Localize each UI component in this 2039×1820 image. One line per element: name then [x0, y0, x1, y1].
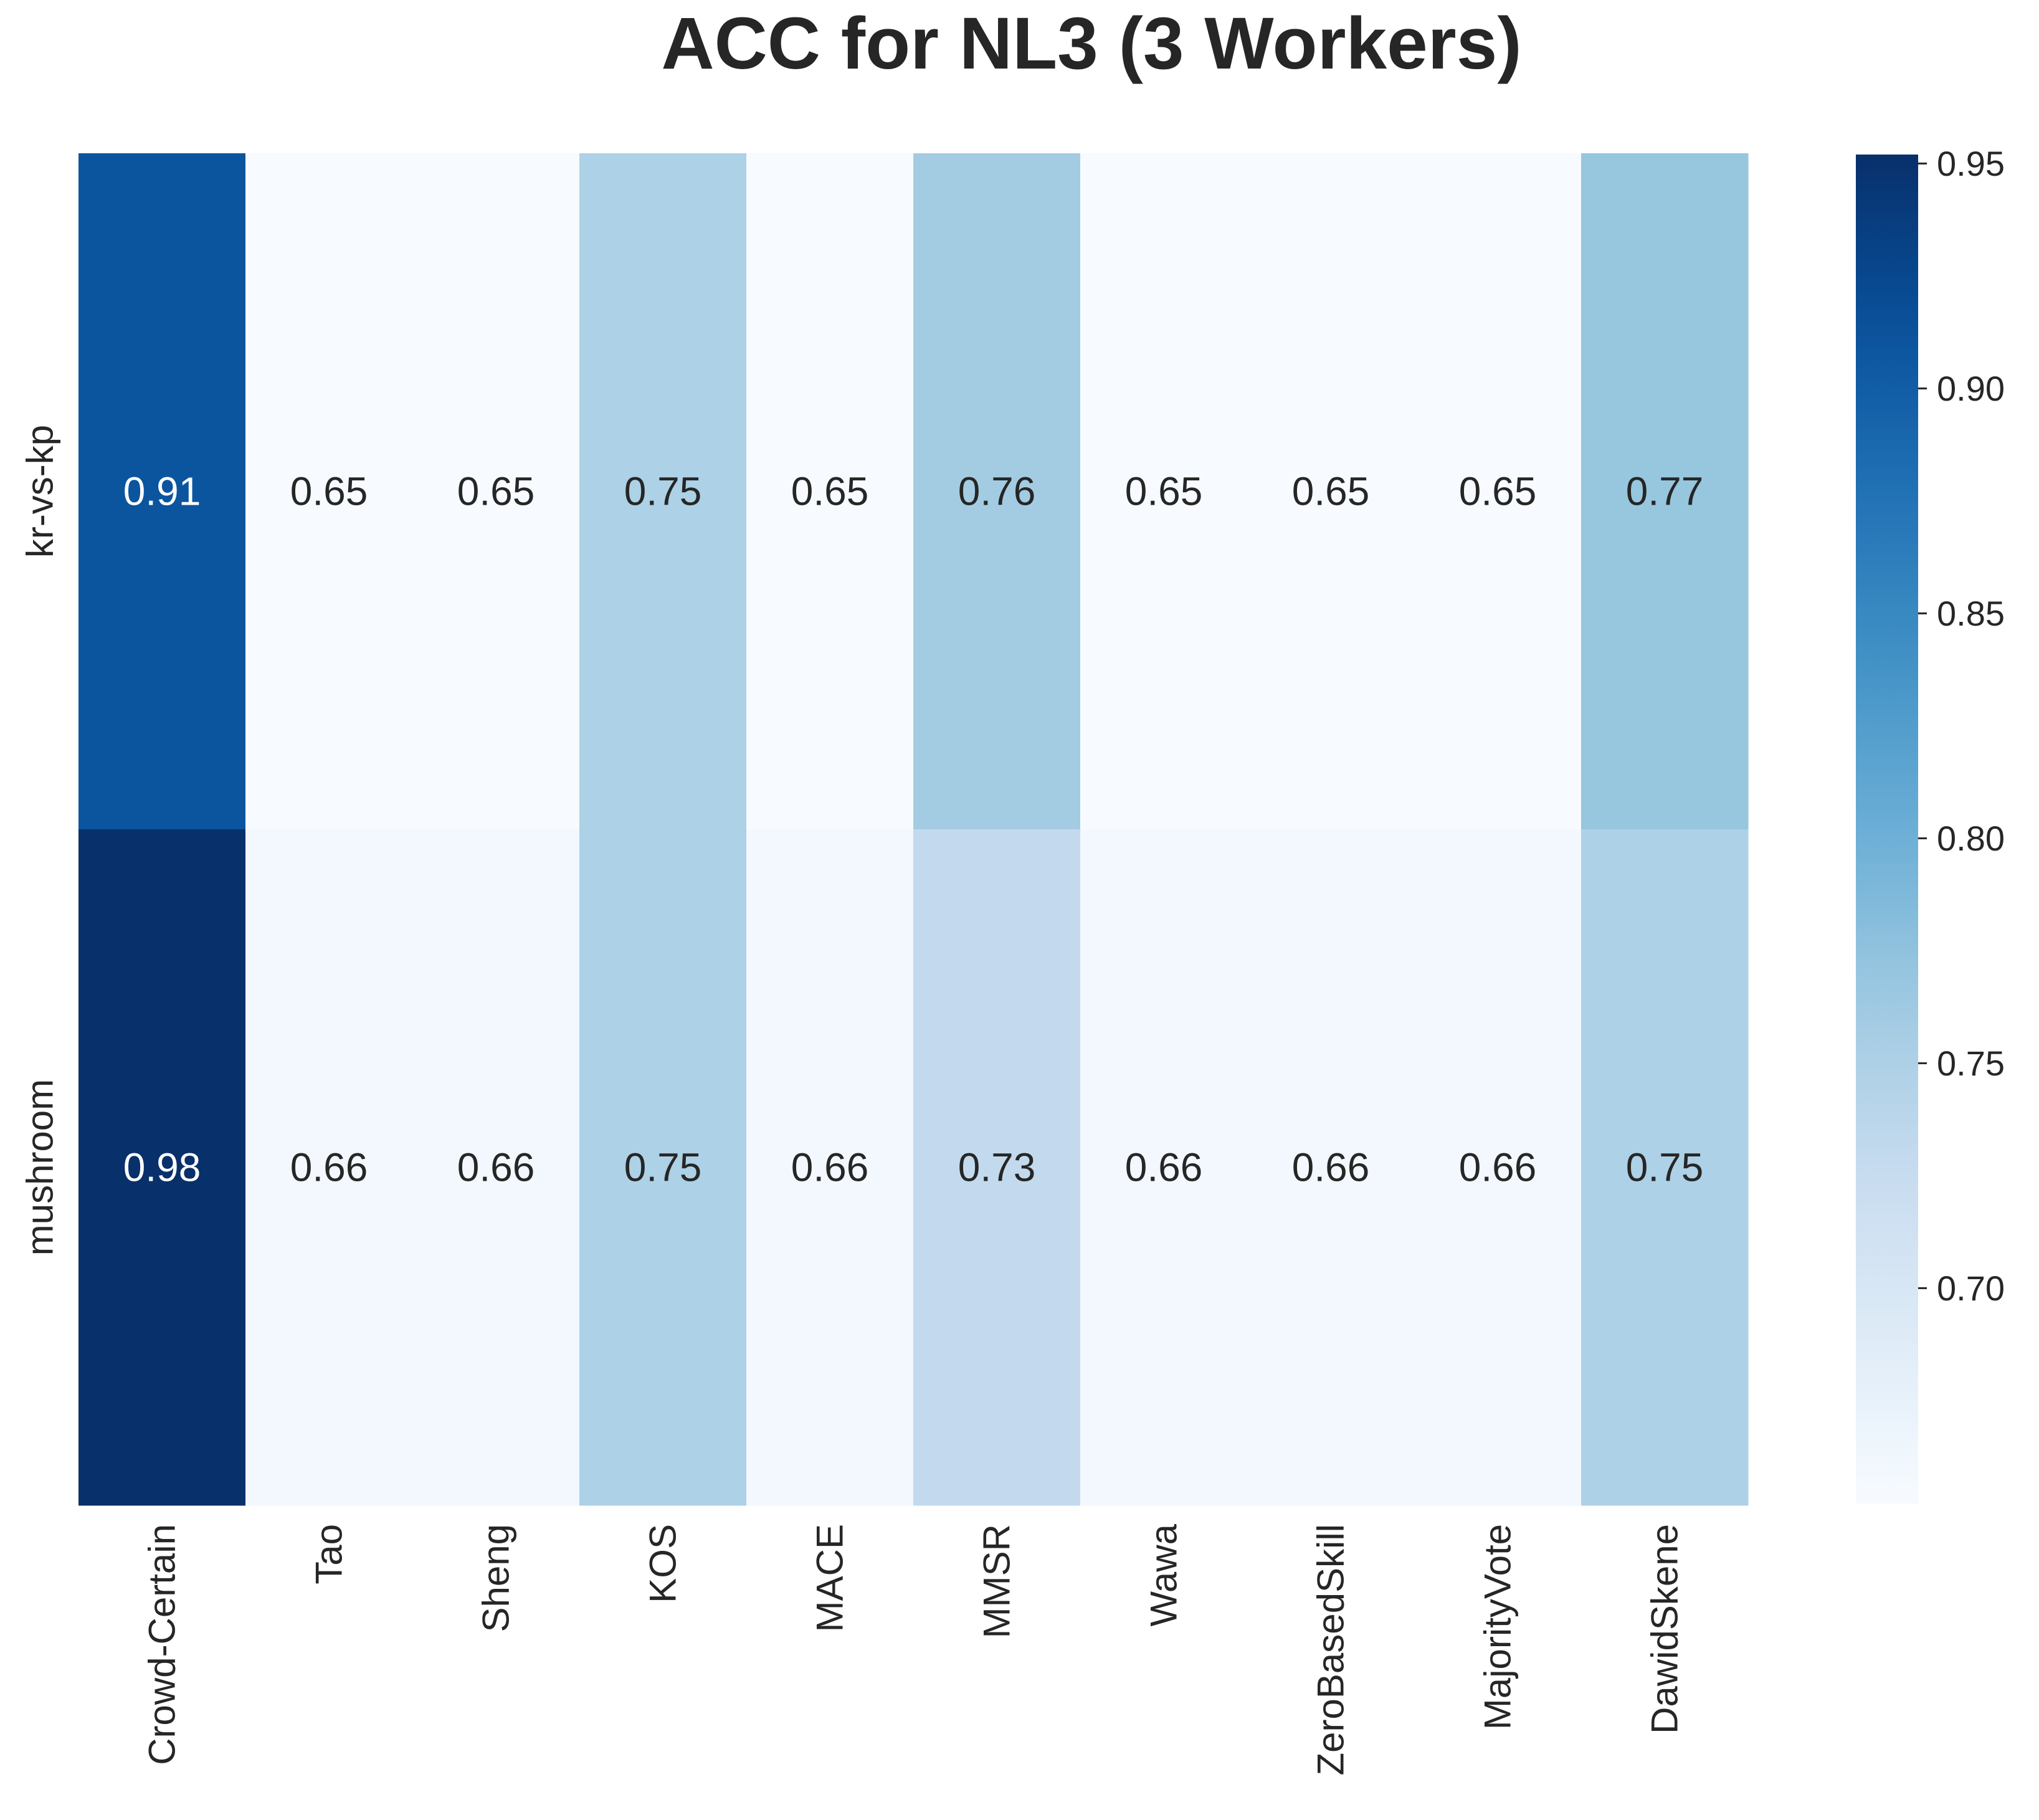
cell-value-label: 0.75: [624, 469, 702, 514]
y-axis-tick-labels: kr-vs-kp mushroom: [19, 425, 61, 1255]
x-tick-label: Tao: [308, 1524, 350, 1584]
heatmap-cell: [412, 153, 580, 830]
x-tick-label: DawidSkene: [1644, 1524, 1686, 1734]
heatmap-cell: [78, 153, 246, 830]
heatmap-cell: [1247, 829, 1415, 1506]
cell-value-label: 0.65: [1125, 469, 1203, 514]
cell-value-label: 0.91: [123, 469, 201, 514]
cell-value-label: 0.77: [1626, 469, 1704, 514]
cell-value-label: 0.65: [1459, 469, 1537, 514]
cell-value-label: 0.65: [290, 469, 368, 514]
y-tick-label: kr-vs-kp: [19, 425, 61, 558]
heatmap-cell: [913, 829, 1081, 1506]
x-tick-label: Crowd-Certain: [141, 1524, 183, 1765]
heatmap-cell: [1080, 153, 1248, 830]
colorbar-tick-label: 0.85: [1937, 594, 2005, 633]
x-tick-label: MMSR: [976, 1524, 1018, 1638]
heatmap-cell: [579, 829, 747, 1506]
x-tick-label: Wawa: [1143, 1523, 1185, 1626]
cell-value-label: 0.65: [791, 469, 869, 514]
cell-value-label: 0.66: [457, 1145, 535, 1190]
x-tick-label: MajorityVote: [1477, 1524, 1519, 1730]
heatmap-cell: [913, 153, 1081, 830]
cell-value-label: 0.66: [1125, 1145, 1203, 1190]
cell-value-label: 0.65: [457, 469, 535, 514]
heatmap-cell: [245, 153, 413, 830]
heatmap-cell: [1247, 153, 1415, 830]
heatmap-cell: [412, 829, 580, 1506]
cell-value-label: 0.66: [290, 1145, 368, 1190]
heatmap-cell-labels: 0.91 0.65 0.65 0.75 0.65 0.76 0.65 0.65 0.65 0.77…: [123, 469, 1704, 1190]
cell-value-label: 0.76: [958, 469, 1036, 514]
heatmap-cell: [579, 153, 747, 830]
cell-value-label: 0.66: [791, 1145, 869, 1190]
heatmap-cell: [78, 829, 246, 1506]
heatmap-cell: [746, 153, 914, 830]
x-axis-tick-labels: Crowd-Certain Tao Sheng KOS MACE MMSR Wawa Zero…: [141, 1523, 1686, 1775]
y-tick-label: mushroom: [19, 1079, 61, 1255]
x-tick-label: ZeroBasedSkill: [1310, 1524, 1352, 1776]
heatmap-cell: [1581, 829, 1749, 1506]
cell-value-label: 0.66: [1459, 1145, 1537, 1190]
heatmap-cell: [1080, 829, 1248, 1506]
cell-value-label: 0.98: [123, 1145, 201, 1190]
heatmap-cells: [78, 153, 1749, 1506]
colorbar-tick-label: 0.90: [1937, 369, 2005, 408]
x-tick-label: Sheng: [475, 1524, 517, 1632]
cell-value-label: 0.66: [1292, 1145, 1370, 1190]
colorbar-tick-label: 0.95: [1937, 144, 2005, 183]
x-tick-label: MACE: [809, 1524, 851, 1632]
colorbar-tick-label: 0.70: [1937, 1269, 2005, 1308]
heatmap-cell: [1414, 153, 1582, 830]
colorbar-tick-label: 0.80: [1937, 819, 2005, 858]
cell-value-label: 0.73: [958, 1145, 1036, 1190]
x-tick-label: KOS: [642, 1524, 684, 1603]
heatmap-cell: [1581, 153, 1749, 830]
heatmap-cell: [1414, 829, 1582, 1506]
colorbar-tick-labels: 0.70 0.75 0.80 0.85 0.90 0.95: [1918, 144, 2005, 1308]
cell-value-label: 0.75: [1626, 1145, 1704, 1190]
cell-value-label: 0.65: [1292, 469, 1370, 514]
heatmap-cell: [245, 829, 413, 1506]
colorbar: [1856, 155, 1918, 1504]
cell-value-label: 0.75: [624, 1145, 702, 1190]
chart-title: ACC for NL3 (3 Workers): [661, 2, 1521, 85]
colorbar-tick-label: 0.75: [1937, 1044, 2005, 1083]
heatmap-cell: [746, 829, 914, 1506]
